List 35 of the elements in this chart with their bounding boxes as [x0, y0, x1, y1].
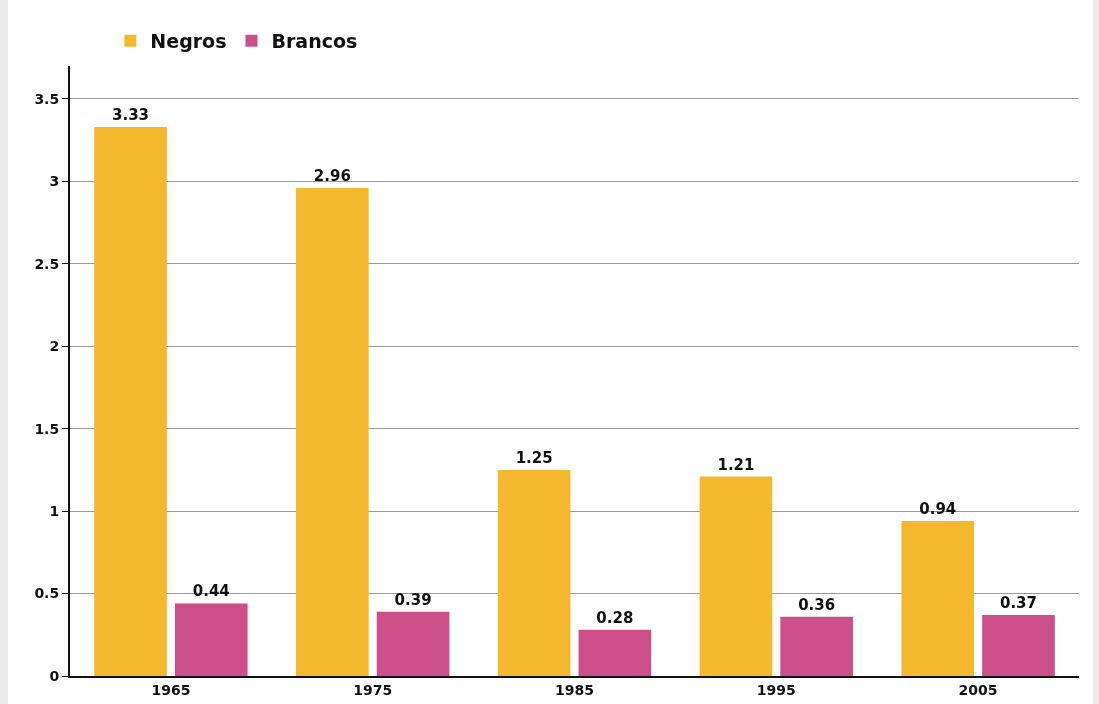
bar [780, 616, 853, 676]
data-label: 0.44 [192, 582, 230, 601]
y-tick-label: 3.5 [34, 90, 60, 107]
x-tick-label: 1975 [353, 681, 393, 698]
data-label: 1.21 [717, 455, 755, 474]
data-label: 0.37 [999, 594, 1037, 612]
bar [578, 629, 652, 676]
data-label: 1.25 [515, 448, 553, 467]
bar [901, 521, 975, 676]
bar [94, 127, 167, 676]
y-tick-label: 3 [49, 173, 60, 190]
y-tick-label: 0 [49, 667, 60, 684]
y-tick-label: 1 [49, 503, 60, 520]
x-tick-label: 1965 [151, 681, 191, 698]
y-tick-label: 2 [49, 338, 60, 355]
legend-label: Brancos [271, 30, 358, 53]
data-label: 0.94 [919, 500, 957, 519]
data-label: 2.96 [313, 167, 351, 185]
bar [982, 615, 1055, 676]
y-tick-label: 2.5 [34, 255, 60, 272]
data-label: 0.36 [798, 595, 836, 614]
y-tick-label: 1.5 [34, 420, 60, 437]
data-label: 0.39 [394, 590, 432, 609]
data-label: 0.28 [596, 608, 634, 627]
x-tick-label: 1985 [555, 681, 594, 698]
legend-label: Negros [150, 30, 227, 53]
bar [699, 476, 773, 676]
bar [376, 611, 450, 676]
y-tick-label: 0.5 [34, 585, 60, 602]
bar [497, 469, 571, 676]
bar [174, 603, 248, 676]
x-tick-label: 2005 [958, 681, 998, 698]
x-tick-label: 1995 [756, 681, 796, 698]
bar [296, 188, 369, 676]
data-label: 3.33 [112, 106, 150, 124]
